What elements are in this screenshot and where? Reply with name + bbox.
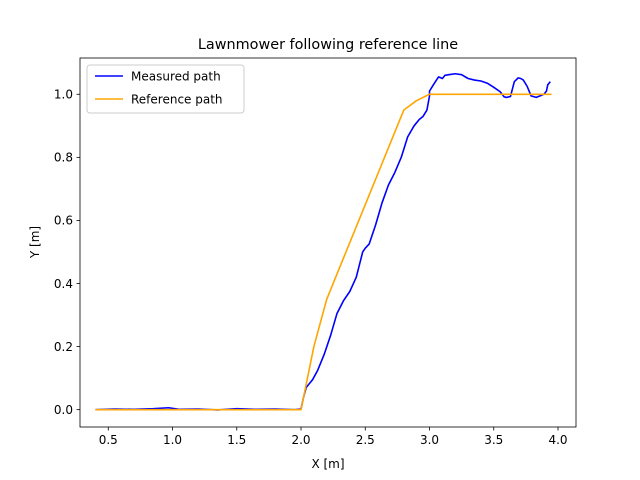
x-tick-label: 2.5: [356, 433, 375, 447]
x-tick-label: 3.0: [420, 433, 439, 447]
y-tick-label: 0.6: [54, 214, 73, 228]
series-layer: [95, 72, 552, 411]
plot-area: [80, 58, 576, 427]
series-line-reference: [95, 93, 552, 411]
axes-frame: [79, 57, 577, 428]
x-tick-label: 3.5: [484, 433, 503, 447]
legend-label-reference: Reference path: [131, 93, 223, 107]
x-axis-ticks: 0.5 1.0 1.5 2.0 2.5 3.0 3.5 4.0: [99, 427, 568, 447]
x-tick-label: 1.0: [163, 433, 182, 447]
y-axis-ticks: 0.0 0.2 0.4 0.6 0.8 1.0: [54, 88, 80, 417]
x-tick-label: 2.0: [291, 433, 310, 447]
legend-box: [86, 64, 245, 114]
x-tick-label: 0.5: [99, 433, 118, 447]
x-axis-label: X [m]: [311, 457, 344, 471]
legend-label-measured: Measured path: [131, 70, 221, 84]
chart-title: Lawnmower following reference line: [198, 37, 458, 53]
legend: Measured path Reference path: [86, 64, 245, 114]
y-tick-label: 0.4: [54, 277, 73, 291]
y-axis-label: Y [m]: [28, 226, 42, 259]
y-tick-label: 0.2: [54, 340, 73, 354]
y-tick-label: 0.0: [54, 403, 73, 417]
y-tick-label: 0.8: [54, 151, 73, 165]
y-tick-label: 1.0: [54, 88, 73, 102]
x-tick-label: 4.0: [548, 433, 567, 447]
x-tick-label: 1.5: [227, 433, 246, 447]
